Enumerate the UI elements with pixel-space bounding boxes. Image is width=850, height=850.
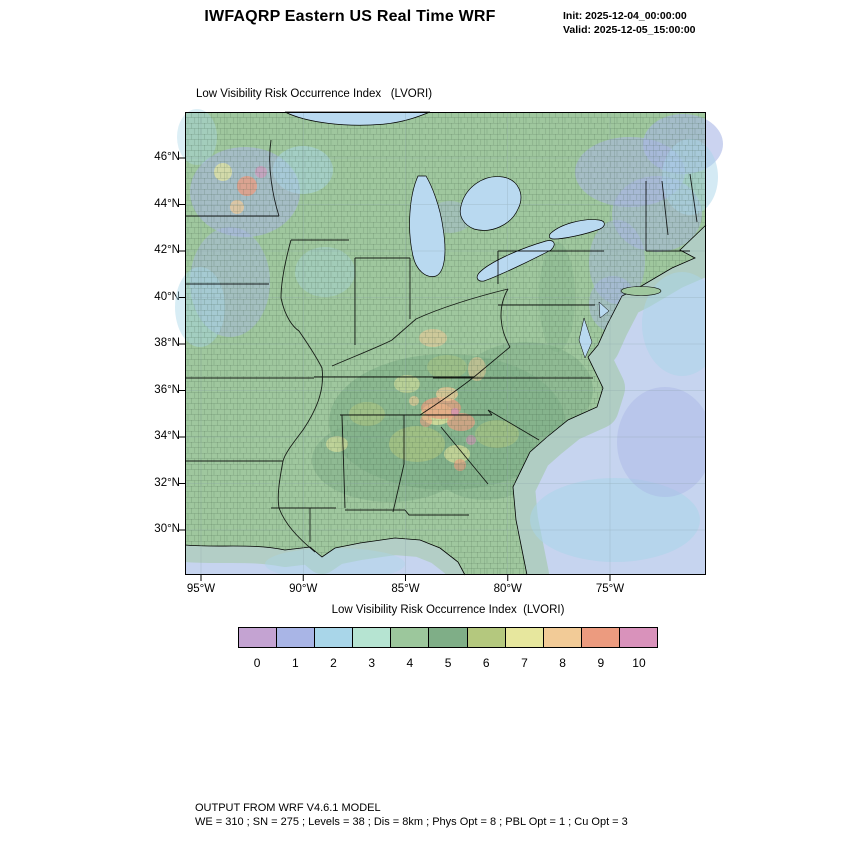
plot-title: Low Visibility Risk Occurrence Index (LV… (196, 88, 433, 100)
colorbar-cell-7 (505, 628, 544, 647)
init-time: Init: 2025-12-04_00:00:00 (563, 10, 687, 22)
lon-axis: 95°W 90°W 85°W 80°W 75°W (0, 583, 850, 599)
graticule (185, 112, 706, 575)
footer-line2: WE = 310 ; SN = 275 ; Levels = 38 ; Dis … (195, 816, 628, 828)
colorbar-cell-2 (315, 628, 354, 647)
colorbar-cell-0 (239, 628, 278, 647)
colorbar-tick-label: 10 (632, 656, 646, 670)
footer: OUTPUT FROM WRF V4.6.1 MODEL WE = 310 ; … (195, 801, 628, 829)
colorbar-tick-label: 3 (368, 656, 375, 670)
lat-axis: 46°N 44°N 42°N 40°N 38°N 36°N 34°N 32°N 30°N (128, 0, 180, 850)
delaware-bay (598, 301, 610, 319)
lat-tick-label: 40°N (154, 290, 180, 303)
lon-tick-label: 90°W (289, 583, 318, 595)
colorbar-cell-5 (429, 628, 468, 647)
colorbar-tick-label: 8 (559, 656, 566, 670)
lake-huron (459, 176, 522, 231)
lat-tick-label: 42°N (154, 244, 180, 256)
colorbar-tick-label: 7 (521, 656, 528, 670)
colorbar-tick-label: 2 (330, 656, 337, 670)
lon-tick-label: 85°W (391, 583, 420, 595)
lake-michigan (409, 175, 446, 277)
footer-line1: OUTPUT FROM WRF V4.6.1 MODEL (195, 802, 381, 814)
colorbar-tick-label: 0 (253, 656, 261, 670)
valid-time: Valid: 2025-12-05_15:00:00 (563, 23, 696, 36)
lat-tick-label: 32°N (154, 476, 180, 489)
coastline (184, 224, 707, 576)
colorbar-cell-1 (277, 628, 316, 647)
colorbar-cell-3 (353, 628, 392, 647)
colorbar-cell-9 (581, 628, 620, 647)
colorbar-cell-8 (543, 628, 582, 647)
colorbar-cell-6 (467, 628, 506, 647)
lat-tick-label: 34°N (154, 430, 180, 442)
map-canvas (175, 109, 723, 581)
lon-tick-label: 80°W (493, 583, 522, 595)
axis-ticks (179, 157, 611, 581)
model-run-info: Init: 2025-12-04_00:00:00 Valid: 2025-12… (563, 10, 696, 37)
page-title: IWFAQRP Eastern US Real Time WRF (204, 8, 496, 25)
colorbar-cell-4 (391, 628, 430, 647)
colorbar-labels: 0 1 2 3 4 5 6 7 8 9 10 (238, 656, 658, 670)
long-island (620, 286, 662, 296)
lat-tick-label: 36°N (154, 383, 180, 396)
bays (578, 301, 610, 359)
map-figure (175, 109, 723, 581)
chesapeake-bay (578, 317, 593, 359)
lon-tick-label: 75°W (595, 583, 625, 595)
colorbar-tick-label: 6 (482, 656, 490, 670)
lon-tick-label: 95°W (186, 583, 216, 595)
state-borders (185, 139, 698, 553)
map-frame (185, 112, 706, 575)
colorbar-tick-label: 1 (291, 656, 299, 670)
colorbar-tick-label: 5 (444, 656, 452, 670)
colorbar-title: Low Visibility Risk Occurrence Index (LV… (331, 604, 565, 616)
lat-tick-label: 44°N (154, 197, 180, 210)
great-lakes (284, 111, 605, 282)
lat-tick-label: 46°N (154, 151, 180, 163)
lat-tick-label: 30°N (154, 523, 180, 535)
colorbar-tick-label: 9 (597, 656, 605, 670)
colorbar-cell-10 (619, 628, 658, 647)
colorbar-tick-label: 4 (406, 656, 414, 670)
lat-tick-label: 38°N (154, 337, 180, 349)
lake-superior (284, 111, 431, 126)
colorbar (238, 627, 658, 648)
lake-ontario (548, 219, 605, 240)
